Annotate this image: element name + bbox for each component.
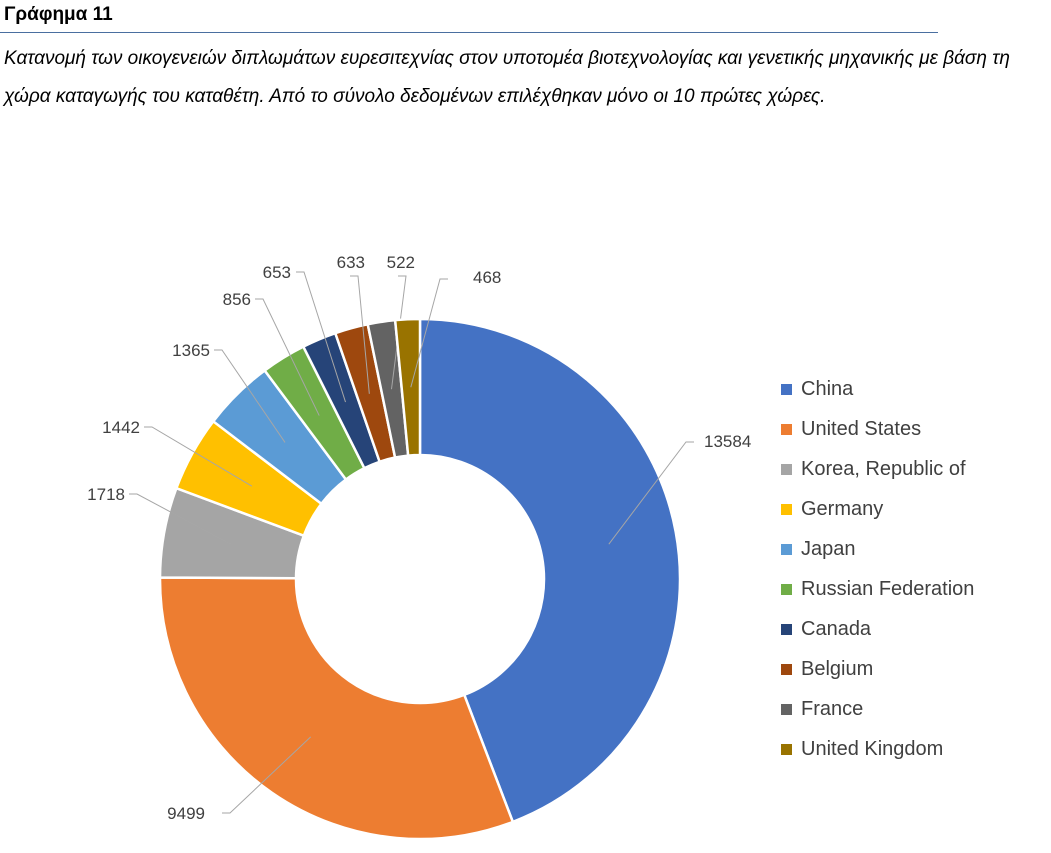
data-label-germany: 1442 — [102, 418, 140, 437]
legend-swatch — [781, 664, 792, 675]
legend-label: Germany — [801, 498, 883, 521]
legend-label: China — [801, 378, 853, 401]
data-label-japan: 1365 — [172, 341, 210, 360]
legend-label: United States — [801, 418, 921, 441]
chart-legend: China United States Korea, Republic of Germ… — [781, 369, 1001, 770]
data-label-belgium: 633 — [337, 253, 365, 272]
legend-swatch — [781, 424, 792, 435]
data-label-united-kingdom: 468 — [473, 268, 501, 287]
legend-label: Belgium — [801, 658, 873, 681]
data-label-united-states: 9499 — [167, 804, 205, 823]
legend-item-china: China — [781, 369, 1001, 409]
legend-label: Korea, Republic of — [801, 458, 966, 481]
data-label-china: 13584 — [704, 432, 751, 451]
data-label-russian-federation: 856 — [223, 290, 251, 309]
legend-swatch — [781, 744, 792, 755]
legend-swatch — [781, 544, 792, 555]
legend-label: Canada — [801, 618, 871, 641]
legend-swatch — [781, 464, 792, 475]
legend-item-belgium: Belgium — [781, 650, 1001, 690]
legend-item-canada: Canada — [781, 610, 1001, 650]
data-label-korea-republic-of: 1718 — [87, 485, 125, 504]
data-label-france: 522 — [387, 253, 415, 272]
legend-item-united-kingdom: United Kingdom — [781, 730, 1001, 770]
legend-item-korea-republic-of: Korea, Republic of — [781, 449, 1001, 489]
legend-swatch — [781, 704, 792, 715]
legend-item-united-states: United States — [781, 409, 1001, 449]
legend-swatch — [781, 504, 792, 515]
legend-swatch — [781, 584, 792, 595]
data-label-canada: 653 — [263, 263, 291, 282]
legend-item-japan: Japan — [781, 529, 1001, 569]
legend-swatch — [781, 624, 792, 635]
legend-label: United Kingdom — [801, 738, 943, 761]
legend-item-russian-federation: Russian Federation — [781, 569, 1001, 609]
legend-label: France — [801, 698, 863, 721]
legend-swatch — [781, 384, 792, 395]
legend-item-france: France — [781, 690, 1001, 730]
legend-label: Russian Federation — [801, 578, 974, 601]
slice-united-states — [160, 578, 513, 839]
legend-item-germany: Germany — [781, 489, 1001, 529]
legend-label: Japan — [801, 538, 856, 561]
